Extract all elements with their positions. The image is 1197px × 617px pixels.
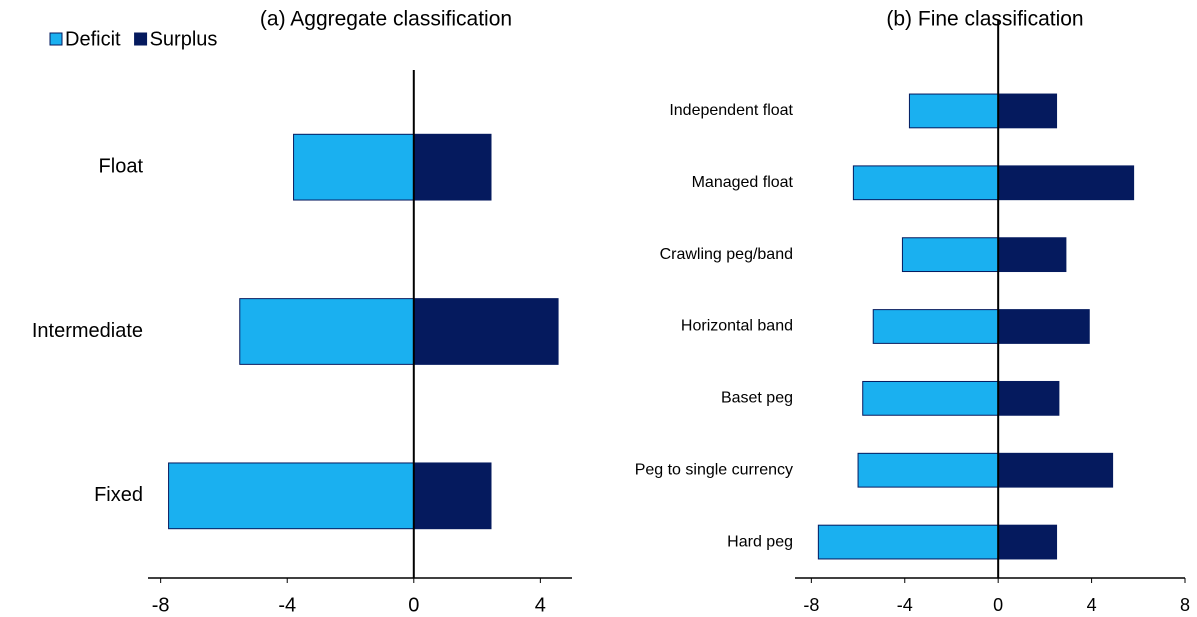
category-label: Managed float: [692, 174, 794, 191]
legend-swatch: [134, 32, 148, 46]
bar: [862, 380, 999, 416]
x-tick-label: -8: [152, 594, 170, 616]
x-tick-label: 4: [535, 594, 546, 616]
bar: [908, 93, 999, 129]
category-label: Horizontal band: [681, 318, 793, 335]
bar: [413, 462, 492, 530]
bar: [997, 237, 1067, 273]
category-label: Fixed: [94, 484, 143, 506]
category-label: Float: [99, 155, 144, 177]
x-tick-label: -8: [803, 595, 819, 615]
x-tick-label: -4: [897, 595, 913, 615]
x-tick-label: -4: [278, 594, 296, 616]
bar: [872, 309, 999, 344]
bar: [857, 452, 999, 488]
legend-swatch: [49, 32, 63, 46]
bar: [997, 165, 1135, 201]
bar: [997, 309, 1090, 344]
bar: [413, 133, 492, 201]
category-label: Crawling peg/band: [660, 246, 793, 263]
bar: [239, 298, 415, 365]
category-label: Peg to single currency: [635, 461, 793, 478]
legend-label: Deficit: [65, 28, 121, 50]
bar: [901, 237, 999, 273]
bar: [413, 298, 559, 365]
category-label: Baset peg: [721, 390, 793, 407]
bar: [817, 524, 999, 560]
category-label: Intermediate: [32, 320, 143, 342]
legend-label: Surplus: [150, 28, 218, 50]
chart-title: (b) Fine classification: [886, 8, 1083, 31]
bar: [293, 133, 415, 201]
x-tick-label: 0: [408, 594, 419, 616]
x-tick-label: 4: [1087, 595, 1097, 615]
bar: [168, 462, 415, 530]
x-tick-label: 0: [993, 595, 1003, 615]
chart-title: (a) Aggregate classification: [260, 8, 512, 31]
bar: [997, 452, 1114, 488]
category-label: Independent float: [669, 102, 793, 119]
bar: [997, 93, 1058, 129]
category-label: Hard peg: [727, 533, 793, 550]
bar: [852, 165, 999, 201]
bar: [997, 524, 1058, 560]
bar: [997, 380, 1060, 416]
x-tick-label: 8: [1180, 595, 1190, 615]
